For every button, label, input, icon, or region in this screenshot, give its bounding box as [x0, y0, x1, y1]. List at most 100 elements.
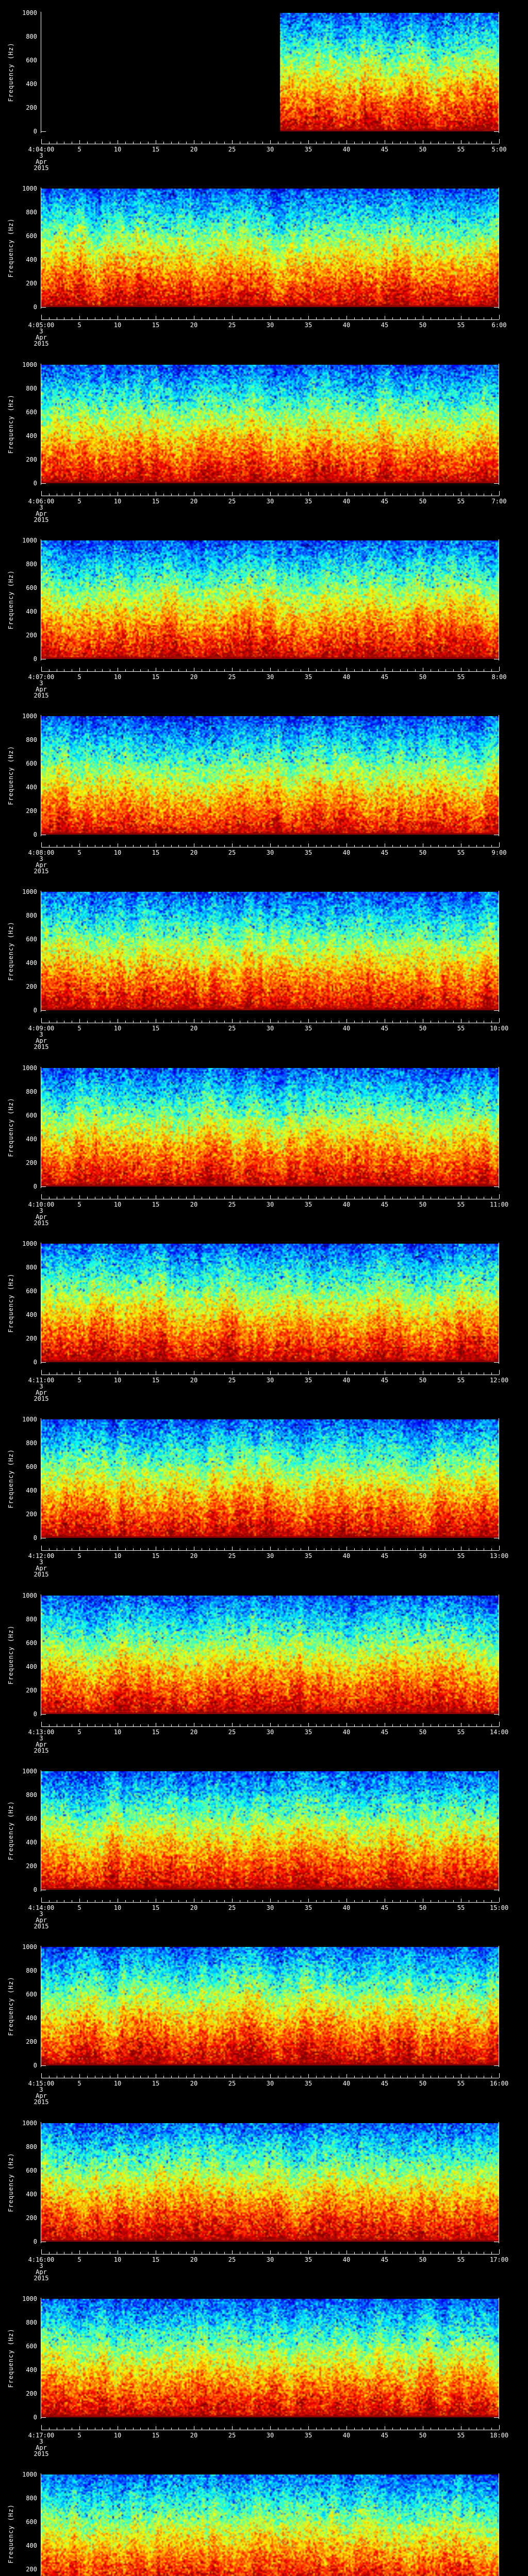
- time-tick-minor: [354, 1021, 355, 1023]
- time-tick-major: [79, 668, 80, 671]
- time-tick-minor: [491, 142, 492, 144]
- time-tick-minor: [491, 2076, 492, 2078]
- time-tick-minor: [178, 2428, 179, 2430]
- time-minute-label: 40: [342, 1201, 351, 1208]
- time-tick-minor: [48, 1021, 50, 1023]
- time-tick-major: [41, 842, 42, 847]
- time-tick-minor: [186, 1548, 187, 1550]
- time-tick-minor: [262, 1900, 263, 1902]
- time-minute-label: 5: [77, 2432, 81, 2439]
- time-tick-major: [232, 1195, 233, 1199]
- y-tick-major: [41, 2065, 46, 2066]
- time-tick-minor: [407, 845, 408, 847]
- time-tick-minor: [209, 2428, 210, 2430]
- date-line: 3: [39, 855, 43, 862]
- time-tick-minor: [87, 1900, 88, 1902]
- time-tick-minor: [415, 1724, 416, 1726]
- time-tick-minor: [476, 1724, 477, 1726]
- time-tick-minor: [87, 2076, 88, 2078]
- time-tick-minor: [415, 1548, 416, 1550]
- y-tick-label: 200: [26, 1159, 37, 1166]
- time-minute-label: 20: [190, 2432, 198, 2439]
- time-tick-minor: [392, 1900, 393, 1902]
- time-tick-minor: [407, 142, 408, 144]
- time-tick-minor: [163, 1021, 164, 1023]
- time-tick-minor: [133, 669, 134, 671]
- time-start-label: 4:06:00: [28, 498, 55, 505]
- time-tick-minor: [209, 845, 210, 847]
- time-tick-minor: [140, 1372, 141, 1375]
- time-tick-minor: [87, 1548, 88, 1550]
- time-tick-major: [232, 1019, 233, 1023]
- date-line: Apr: [36, 2268, 47, 2276]
- y-tick-label: 0: [33, 128, 37, 135]
- time-tick-minor: [209, 2076, 210, 2078]
- time-tick-minor: [400, 142, 401, 144]
- time-minute-label: 5: [77, 321, 81, 329]
- y-tick-major: [494, 1362, 499, 1363]
- date-line: 2015: [34, 868, 49, 875]
- time-tick-minor: [316, 1372, 317, 1375]
- time-tick-minor: [102, 2428, 103, 2430]
- time-minute-label: 15: [152, 146, 160, 153]
- time-tick-minor: [400, 1548, 401, 1550]
- time-tick-major: [79, 2250, 80, 2254]
- y-tick-label: 1000: [22, 185, 37, 192]
- y-tick-label: 0: [33, 1710, 37, 1718]
- time-tick-minor: [400, 494, 401, 496]
- date-line: 3: [39, 504, 43, 511]
- time-minute-label: 10: [113, 1552, 122, 1560]
- time-tick-minor: [331, 1548, 332, 1550]
- time-tick-major: [41, 1722, 42, 1726]
- time-tick-minor: [48, 317, 50, 319]
- time-tick-minor: [48, 494, 50, 496]
- y-tick-label: 0: [33, 480, 37, 487]
- y-tick-label: 600: [26, 1112, 37, 1119]
- time-minute-label: 5: [77, 1201, 81, 1208]
- time-minute-label: 15: [152, 498, 160, 505]
- time-tick-major: [41, 139, 42, 144]
- spectrogram-heatmap: [41, 13, 499, 131]
- time-tick-minor: [316, 1900, 317, 1902]
- spectrogram-panel: Frequency (Hz) 4:05:00 5 10 15 20 25 30 35 40 45 5…: [0, 176, 528, 352]
- time-tick-minor: [491, 1372, 492, 1375]
- time-tick-minor: [125, 1021, 126, 1023]
- y-tick-major: [494, 131, 499, 132]
- time-minute-label: 55: [457, 2080, 465, 2087]
- time-minute-label: 10: [113, 1377, 122, 1384]
- time-tick-minor: [438, 2252, 439, 2254]
- time-tick-minor: [102, 142, 103, 144]
- time-tick-minor: [186, 1021, 187, 1023]
- time-tick-minor: [133, 142, 134, 144]
- date-label: 3 Apr 2015: [18, 1383, 64, 1402]
- time-tick-minor: [178, 494, 179, 496]
- time-tick-minor: [369, 1548, 370, 1550]
- time-minute-label: 55: [457, 1552, 465, 1560]
- time-tick-minor: [171, 494, 172, 496]
- time-tick-minor: [87, 2252, 88, 2254]
- date-line: Apr: [36, 2444, 47, 2451]
- y-tick-label: 200: [26, 1687, 37, 1694]
- date-line: 2015: [34, 1571, 49, 1578]
- time-minute-label: 20: [190, 2256, 198, 2263]
- time-minute-label: 10: [113, 146, 122, 153]
- time-tick-major: [270, 492, 271, 496]
- time-tick-minor: [369, 2076, 370, 2078]
- time-start-label: 4:11:00: [28, 1377, 55, 1384]
- time-minute-label: 55: [457, 498, 465, 505]
- time-tick-minor: [171, 2252, 172, 2254]
- time-tick-minor: [476, 1197, 477, 1199]
- time-tick-minor: [186, 1900, 187, 1902]
- time-tick-major: [270, 1899, 271, 1902]
- time-tick-major: [499, 842, 500, 847]
- time-minute-label: 35: [304, 2432, 312, 2439]
- time-tick-minor: [125, 1197, 126, 1199]
- y-axis-title: Frequency (Hz): [7, 745, 14, 805]
- time-tick-minor: [476, 494, 477, 496]
- time-minute-label: 20: [190, 1552, 198, 1560]
- time-tick-minor: [125, 845, 126, 847]
- time-tick-minor: [491, 317, 492, 319]
- time-minute-label: 25: [228, 1025, 236, 1032]
- y-tick-label: 200: [26, 456, 37, 463]
- time-tick-minor: [400, 2428, 401, 2430]
